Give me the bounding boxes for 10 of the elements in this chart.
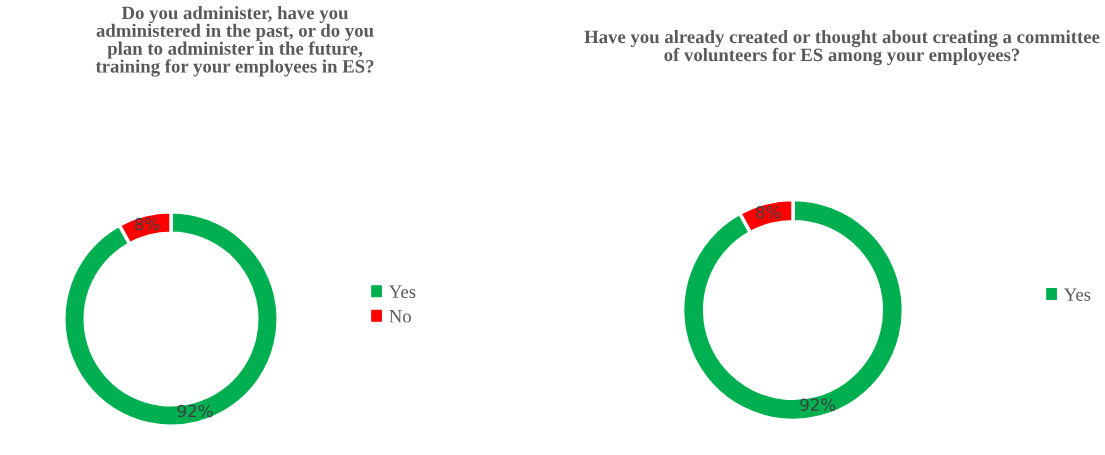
legend-label: Yes (1063, 288, 1091, 301)
data-label: 92% (177, 404, 213, 418)
donut-slice (62, 210, 280, 428)
legend-label: No (389, 310, 411, 323)
data-label: 8% (134, 217, 160, 231)
chart-title: Have you already created or thought about creating a committee of volunteers for ES among your employees? (584, 30, 1100, 66)
legend-label: Yes (388, 285, 416, 299)
data-label: 92% (800, 398, 836, 412)
chart-title: Do you administer, have you administered in the past, or do you plan to administer in the future, training for your employees in ES? (95, 6, 374, 77)
data-label: 8% (756, 205, 781, 219)
